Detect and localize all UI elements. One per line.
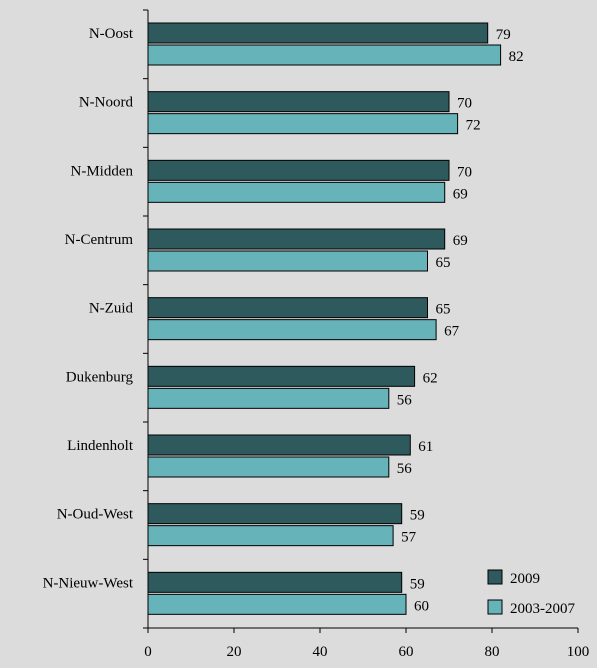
data-label: 56 [397, 461, 413, 477]
legend-swatch [487, 599, 503, 615]
bar-series-2003-2007 [147, 387, 390, 409]
bar-series-2009 [147, 159, 450, 181]
x-tick-label: 100 [567, 644, 590, 660]
bar-series-2009 [147, 434, 411, 456]
data-label: 59 [410, 508, 425, 524]
chart-axes: 0 20 40 60 80 100 [143, 9, 590, 660]
bar-series-2009 [147, 365, 416, 387]
category-label: N-Nieuw-West [43, 575, 134, 591]
data-label: 56 [397, 392, 413, 408]
category-label: N-Noord [79, 95, 134, 111]
data-label: 72 [466, 118, 481, 134]
bar-series-2009 [147, 22, 489, 44]
data-label: 61 [418, 439, 433, 455]
x-tick-label: 40 [313, 644, 328, 660]
data-label: 59 [410, 576, 425, 592]
category-label: N-Midden [71, 163, 134, 179]
data-label: 60 [414, 598, 429, 614]
x-tick-label: 20 [227, 644, 242, 660]
legend-swatch [487, 569, 503, 585]
bar-series-2009 [147, 503, 403, 525]
chart-legend: 2009 2003-2007 [487, 569, 575, 617]
data-label: 57 [401, 530, 417, 546]
legend-label: 2009 [510, 571, 540, 587]
bar-series-2009 [147, 297, 428, 319]
x-tick-label: 60 [399, 644, 414, 660]
legend-label: 2003-2007 [510, 601, 575, 617]
bar-series-2003-2007 [147, 113, 459, 135]
bar-series-2003-2007 [147, 456, 390, 478]
bar-series-2003-2007 [147, 525, 394, 547]
data-label: 82 [509, 49, 524, 65]
bar-series-2003-2007 [147, 181, 446, 203]
bar-series-2003-2007 [147, 44, 502, 66]
category-label: N-Oud-West [57, 507, 134, 523]
category-label: Dukenburg [66, 369, 134, 385]
data-label: 65 [436, 302, 451, 318]
data-label: 79 [496, 27, 511, 43]
data-label: 69 [453, 186, 468, 202]
x-tick-label: 80 [485, 644, 500, 660]
bar-series-2009 [147, 571, 403, 593]
data-label: 70 [457, 164, 472, 180]
data-label: 69 [453, 233, 468, 249]
category-label: N-Oost [89, 26, 134, 42]
data-label: 62 [423, 370, 438, 386]
category-label: N-Zuid [89, 301, 134, 317]
data-label: 70 [457, 96, 472, 112]
bar-series-2009 [147, 91, 450, 113]
chart-labels: N-Oost 79 82 N-Noord 70 72 N-Midden 70 69 N-Centr… [43, 26, 524, 614]
bar-series-2003-2007 [147, 593, 407, 615]
data-label: 65 [436, 255, 451, 271]
bar-series-2003-2007 [147, 250, 428, 272]
chart-bars [147, 22, 502, 615]
bar-series-2009 [147, 228, 446, 250]
bar-series-2003-2007 [147, 319, 437, 341]
x-tick-label: 0 [144, 644, 152, 660]
category-label: N-Centrum [65, 232, 134, 248]
category-label: Lindenholt [67, 438, 134, 454]
data-label: 67 [444, 324, 460, 340]
